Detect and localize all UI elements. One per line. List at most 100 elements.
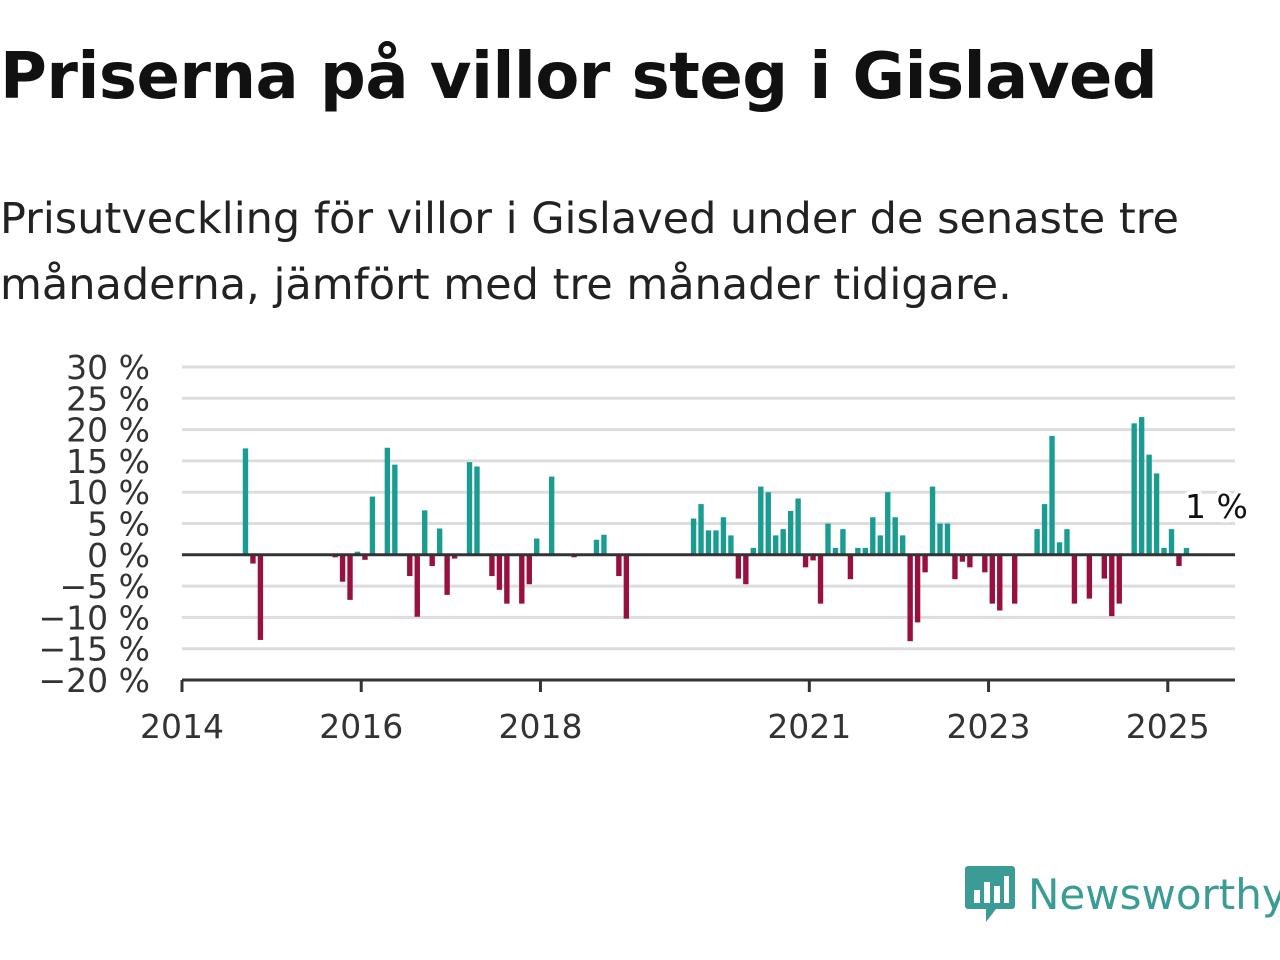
bar: [944, 523, 951, 555]
bar: [1146, 454, 1152, 555]
bar: [601, 534, 607, 555]
bar: [474, 466, 480, 555]
x-tick-label: 2016: [319, 707, 403, 746]
bar: [787, 510, 794, 555]
bar: [422, 510, 428, 555]
bar: [765, 492, 771, 555]
bar: [720, 517, 727, 555]
bar: [436, 528, 443, 555]
bar: [914, 554, 921, 623]
x-axis: 2014 2016 2018 2021 2023 2025: [140, 678, 1235, 746]
bar: [616, 554, 622, 577]
bar: [1071, 554, 1078, 604]
bar: [504, 554, 510, 604]
data-labels: 1 %: [1181, 483, 1252, 530]
bar: [1131, 423, 1137, 555]
newsworthy-logo-icon: [965, 866, 1015, 922]
bar: [1056, 542, 1063, 555]
bar: [810, 554, 816, 561]
bar: [758, 486, 764, 555]
x-tick-label: 2025: [1126, 707, 1210, 746]
bar: [339, 554, 346, 582]
y-tick-label: 5 %: [87, 505, 150, 544]
last-value-label: 1 %: [1185, 487, 1248, 526]
bar: [832, 547, 839, 555]
bar: [922, 554, 928, 573]
y-tick-label: 15 %: [66, 442, 150, 481]
bar: [1138, 417, 1145, 555]
bar: [496, 554, 503, 590]
bar: [982, 554, 988, 573]
bar: [1183, 547, 1190, 555]
bar: [444, 554, 450, 595]
bar: [1109, 554, 1115, 617]
bar: [743, 554, 749, 585]
bar: [369, 496, 376, 555]
bar: [354, 551, 361, 555]
bar: [466, 462, 473, 555]
bar: [242, 448, 249, 555]
bar: [1012, 554, 1018, 604]
bar: [989, 554, 995, 604]
bar: [907, 554, 913, 642]
bar: [870, 517, 876, 555]
bar: [384, 447, 391, 555]
bars: [242, 417, 1190, 642]
x-tick-label: 2021: [767, 707, 851, 746]
bar: [885, 492, 891, 555]
x-tick-label: 2023: [947, 707, 1031, 746]
bar: [1153, 473, 1160, 555]
bar: [959, 554, 966, 562]
bar: [451, 554, 458, 559]
bar: [899, 535, 906, 555]
bar: [593, 539, 600, 555]
bar: [773, 535, 779, 555]
bar: [877, 535, 883, 555]
bar: [250, 554, 256, 564]
x-tick-label: 2014: [140, 707, 224, 746]
bar: [1064, 529, 1070, 555]
bar: [347, 554, 353, 600]
bar: [795, 498, 801, 555]
bar: [548, 476, 555, 555]
bar: [892, 517, 898, 555]
y-tick-label: 10 %: [66, 473, 150, 512]
y-tick-label: 30 %: [66, 348, 150, 387]
chart-subtitle: Prisutveckling för villor i Gislaved und…: [0, 194, 1179, 310]
bar: [713, 530, 719, 555]
bar: [534, 538, 540, 555]
bar: [1116, 554, 1122, 604]
grid-lines: [182, 365, 1235, 682]
bar: [1086, 554, 1093, 599]
x-tick-label: 2018: [498, 707, 582, 746]
bar: [392, 464, 398, 555]
bar: [489, 554, 495, 577]
bar: [526, 554, 532, 585]
bar: [728, 535, 734, 555]
bar: [817, 554, 824, 604]
bar: [414, 554, 420, 617]
y-tick-label: 20 %: [66, 411, 150, 450]
y-tick-label: −10 %: [39, 598, 151, 637]
bar: [825, 523, 831, 555]
bar: [1176, 554, 1182, 567]
bar: [937, 523, 943, 555]
bar: [519, 554, 525, 604]
newsworthy-logo-text: Newsworthy: [1028, 869, 1280, 919]
bar: [1049, 435, 1055, 555]
y-tick-label: −20 %: [39, 661, 151, 700]
bar: [1101, 554, 1107, 579]
bar: [802, 554, 809, 568]
bar-chart: 30 %25 %20 %15 %10 %5 %0 %−5 %−10 %−15 %…: [39, 348, 1252, 746]
y-axis-ticks: 30 %25 %20 %15 %10 %5 %0 %−5 %−10 %−15 %…: [39, 348, 151, 700]
y-tick-label: 0 %: [87, 536, 150, 575]
bar: [967, 554, 973, 568]
bar: [1168, 529, 1175, 555]
bar: [1034, 529, 1040, 555]
bar: [840, 529, 846, 555]
bar: [847, 554, 854, 580]
bar: [705, 530, 712, 555]
bar: [750, 547, 756, 555]
bar: [623, 554, 630, 619]
y-tick-label: 25 %: [66, 379, 150, 418]
